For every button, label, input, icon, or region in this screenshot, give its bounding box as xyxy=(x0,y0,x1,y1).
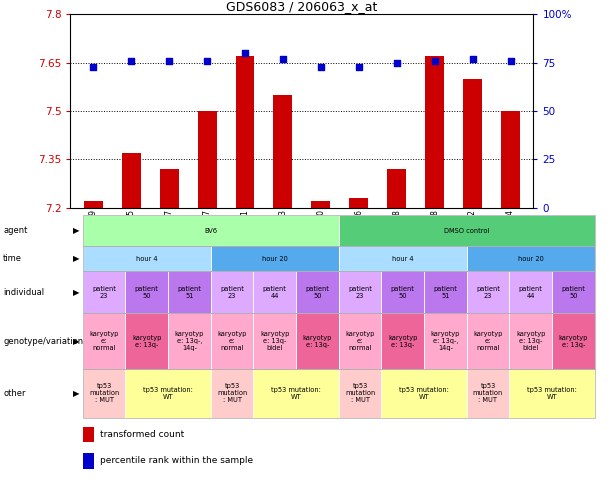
Bar xyxy=(425,57,444,208)
Title: GDS6083 / 206063_x_at: GDS6083 / 206063_x_at xyxy=(226,0,378,14)
Text: patient
50: patient 50 xyxy=(390,285,414,298)
Text: karyotyp
e: 13q-
bidel: karyotyp e: 13q- bidel xyxy=(260,331,289,351)
Text: karyotyp
e: 13q-,
14q-: karyotyp e: 13q-, 14q- xyxy=(430,331,460,351)
Text: hour 4: hour 4 xyxy=(136,256,158,262)
Text: patient
50: patient 50 xyxy=(562,285,585,298)
Text: tp53 mutation:
WT: tp53 mutation: WT xyxy=(399,387,449,400)
Point xyxy=(506,57,516,65)
Text: patient
44: patient 44 xyxy=(263,285,287,298)
Text: genotype/variation: genotype/variation xyxy=(3,337,83,346)
Bar xyxy=(197,111,216,208)
Text: tp53
mutation
: MUT: tp53 mutation : MUT xyxy=(473,384,503,403)
Text: patient
50: patient 50 xyxy=(305,285,329,298)
Text: karyotyp
e: 13q-: karyotyp e: 13q- xyxy=(558,335,588,348)
Point xyxy=(278,55,288,63)
Text: karyotyp
e: 13q-: karyotyp e: 13q- xyxy=(132,335,161,348)
Text: individual: individual xyxy=(3,287,44,297)
Point xyxy=(202,57,212,65)
Bar xyxy=(501,111,520,208)
Point xyxy=(468,55,478,63)
Text: tp53 mutation:
WT: tp53 mutation: WT xyxy=(143,387,193,400)
Text: ▶: ▶ xyxy=(73,337,80,346)
Text: hour 4: hour 4 xyxy=(392,256,414,262)
Text: ▶: ▶ xyxy=(73,389,80,398)
Text: tp53 mutation:
WT: tp53 mutation: WT xyxy=(271,387,321,400)
Bar xyxy=(83,426,94,442)
Point xyxy=(88,63,98,71)
Text: tp53 mutation:
WT: tp53 mutation: WT xyxy=(527,387,577,400)
Text: patient
51: patient 51 xyxy=(177,285,201,298)
Bar xyxy=(311,201,330,208)
Text: ▶: ▶ xyxy=(73,254,80,263)
Bar xyxy=(387,169,406,208)
Text: percentile rank within the sample: percentile rank within the sample xyxy=(100,456,253,466)
Bar xyxy=(84,201,103,208)
Bar xyxy=(83,453,94,469)
Text: hour 20: hour 20 xyxy=(518,256,544,262)
Point xyxy=(126,57,136,65)
Text: karyotyp
e:
normal: karyotyp e: normal xyxy=(89,331,119,351)
Bar xyxy=(463,79,482,208)
Bar xyxy=(235,57,254,208)
Text: time: time xyxy=(3,254,22,263)
Point xyxy=(240,49,250,57)
Point xyxy=(392,59,402,67)
Text: patient
51: patient 51 xyxy=(433,285,457,298)
Text: karyotyp
e: 13q-
bidel: karyotyp e: 13q- bidel xyxy=(516,331,546,351)
Bar xyxy=(349,198,368,208)
Point xyxy=(164,57,174,65)
Text: patient
44: patient 44 xyxy=(519,285,543,298)
Text: ▶: ▶ xyxy=(73,226,80,235)
Text: karyotyp
e: 13q-: karyotyp e: 13q- xyxy=(388,335,417,348)
Point xyxy=(430,57,440,65)
Text: patient
23: patient 23 xyxy=(92,285,116,298)
Text: ▶: ▶ xyxy=(73,287,80,297)
Text: tp53
mutation
: MUT: tp53 mutation : MUT xyxy=(217,384,247,403)
Point xyxy=(316,63,326,71)
Text: BV6: BV6 xyxy=(204,227,217,234)
Text: DMSO control: DMSO control xyxy=(444,227,489,234)
Text: agent: agent xyxy=(3,226,28,235)
Text: karyotyp
e:
normal: karyotyp e: normal xyxy=(218,331,247,351)
Text: other: other xyxy=(3,389,26,398)
Text: karyotyp
e:
normal: karyotyp e: normal xyxy=(345,331,375,351)
Text: patient
23: patient 23 xyxy=(476,285,500,298)
Text: transformed count: transformed count xyxy=(100,430,184,439)
Text: karyotyp
e: 13q-,
14q-: karyotyp e: 13q-, 14q- xyxy=(175,331,204,351)
Text: karyotyp
e: 13q-: karyotyp e: 13q- xyxy=(303,335,332,348)
Text: hour 20: hour 20 xyxy=(262,256,287,262)
Point xyxy=(354,63,364,71)
Text: karyotyp
e:
normal: karyotyp e: normal xyxy=(473,331,503,351)
Text: tp53
mutation
: MUT: tp53 mutation : MUT xyxy=(89,384,119,403)
Text: tp53
mutation
: MUT: tp53 mutation : MUT xyxy=(345,384,375,403)
Text: patient
23: patient 23 xyxy=(348,285,372,298)
Text: patient
23: patient 23 xyxy=(220,285,244,298)
Bar xyxy=(122,153,140,208)
Bar xyxy=(273,95,292,208)
Text: patient
50: patient 50 xyxy=(135,285,159,298)
Bar xyxy=(159,169,178,208)
